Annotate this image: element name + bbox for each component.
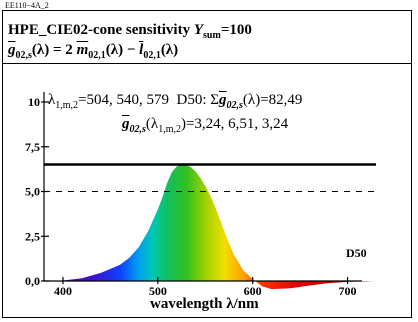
ann1-values: =504, 540, 579 [78,92,170,108]
title-text: HPE_CIE02-cone sensitivity [8,22,191,38]
reference-lines-group [44,163,376,193]
chart-title: HPE_CIE02-cone sensitivity Ysum=100 [8,22,252,41]
title-sub: sum [203,30,221,41]
formula: g02,s(λ) = 2 m02,1(λ) − l02,1(λ) [8,42,178,61]
y-tick-label-3: 7,5 [25,140,40,154]
y-tick-label-4: 10 [28,95,40,109]
ann1-g: g [219,92,227,108]
spectrum-area [44,164,376,290]
ann1-lambda: λ [48,92,56,108]
y-tick-label-1: 2,5 [25,229,40,243]
y-tick-label-0: 0,0 [25,274,40,288]
axes-group [43,92,362,282]
header-divider [2,63,412,64]
title-eq: =100 [220,22,252,38]
illuminant-label: D50 [346,246,367,260]
figure-code: EE110−4A_2 [5,1,49,10]
x-tick-label-700: 700 [339,284,357,298]
annotation-line-2: g02,s(λ1,m,2)=3,24, 6,51, 3,24 [122,116,288,135]
ann2-g-sub: 02,s [129,124,146,135]
title-y: Y [193,22,204,38]
ann1-sum: (λ)=82,49 [242,92,303,108]
ticks-group: 400 500 600 700 0,0 2,5 5,0 7,5 10 [25,95,357,298]
formula-g-sub: 02,s [15,50,32,61]
formula-l: l [139,42,144,58]
x-tick-label-400: 400 [54,284,72,298]
ann1-g-sub: 02,s [226,100,243,111]
ann1-lambda-sub: 1,m,2 [55,100,79,111]
annotation-line-1: λ1,m,2=504, 540, 579 D50: Σg02,s(λ)=82,4… [48,92,302,111]
ann2-open: (λ [145,116,159,132]
formula-arg: (λ) = 2 [31,42,73,58]
y-tick-label-2: 5,0 [25,185,40,199]
x-axis-label: wavelength λ/nm [150,296,259,312]
ann2-lambda-sub: 1,m,2 [158,124,181,135]
x-tick-label-600: 600 [244,284,262,298]
formula-m-sub: 02,1 [88,50,106,61]
ann1-d50: D50: Σ [176,92,220,108]
formula-l-sub: 02,1 [143,50,161,61]
ann2-g: g [122,116,130,132]
formula-arg3: (λ) [160,42,179,58]
spectrum-area-group [44,164,376,290]
ann2-values: )=3,24, 6,51, 3,24 [180,116,289,132]
x-tick-label-500: 500 [149,284,167,298]
formula-arg2: (λ) − [105,42,136,58]
formula-g: g [8,42,16,58]
formula-m: m [76,42,89,58]
